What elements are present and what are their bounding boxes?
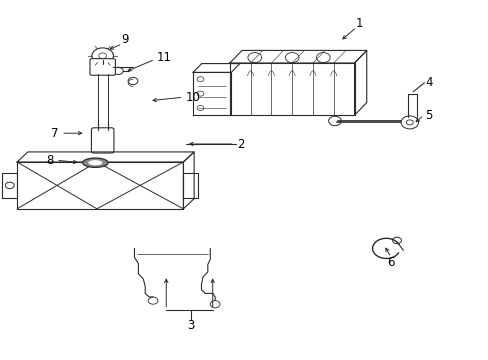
- Text: 4: 4: [425, 76, 432, 89]
- Text: 11: 11: [156, 51, 171, 64]
- FancyBboxPatch shape: [90, 59, 115, 75]
- Text: 1: 1: [355, 17, 363, 30]
- Text: 9: 9: [121, 33, 128, 46]
- Ellipse shape: [88, 160, 102, 165]
- Text: 2: 2: [237, 138, 244, 150]
- Text: 6: 6: [386, 256, 394, 269]
- Text: 5: 5: [425, 109, 432, 122]
- Ellipse shape: [82, 158, 108, 167]
- Text: 7: 7: [51, 127, 59, 140]
- Text: 10: 10: [185, 91, 200, 104]
- FancyBboxPatch shape: [91, 128, 114, 153]
- Text: 3: 3: [186, 319, 194, 332]
- Text: 8: 8: [46, 154, 54, 167]
